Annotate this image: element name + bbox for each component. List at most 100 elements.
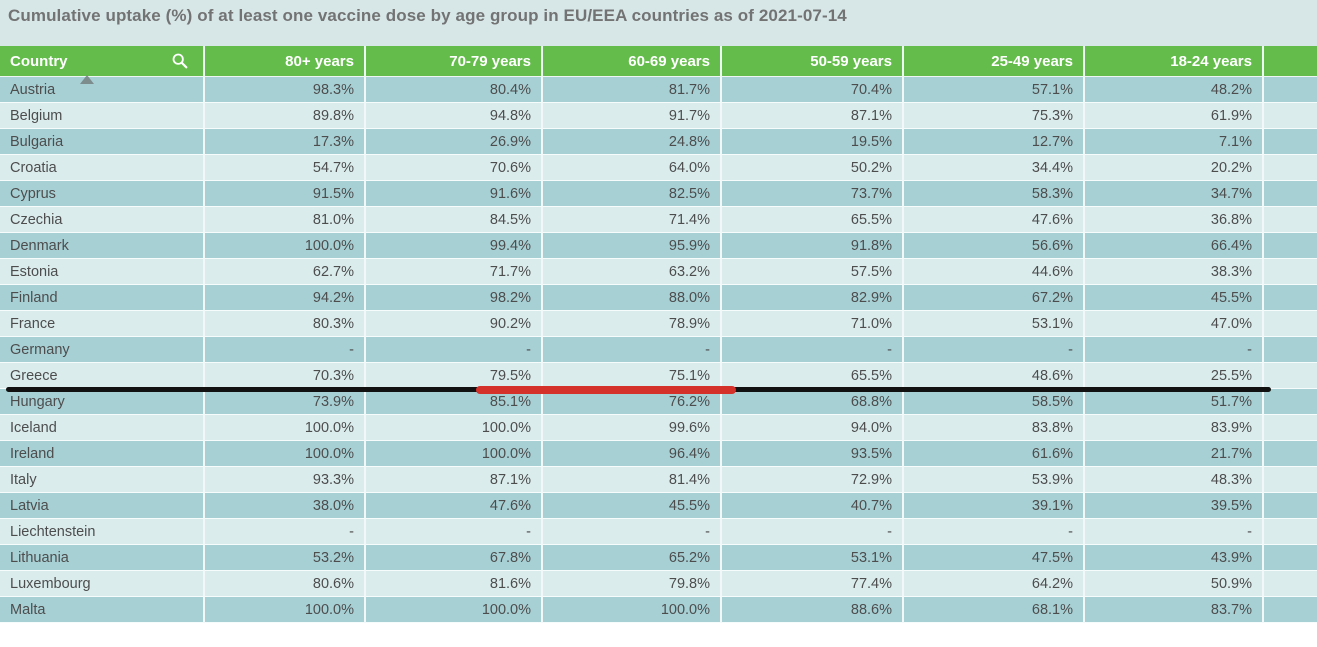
value-cell: 56.6% (904, 233, 1085, 259)
column-header-25-49[interactable]: 25-49 years (904, 46, 1085, 77)
country-cell: Iceland (0, 415, 205, 441)
value-cell: 40.7% (722, 493, 904, 519)
value-cell: 82.5% (543, 181, 722, 207)
value-cell: 47.5% (904, 545, 1085, 571)
value-cell: 100.0% (205, 597, 366, 623)
value-cell: 47.0% (1085, 311, 1264, 337)
country-cell: Estonia (0, 259, 205, 285)
value-cell: 45.5% (543, 493, 722, 519)
table-row: Finland 94.2% 98.2% 88.0% 82.9% 67.2% 45.5% (0, 285, 1317, 311)
country-cell: Cyprus (0, 181, 205, 207)
country-cell: Latvia (0, 493, 205, 519)
value-cell: 54.7% (205, 155, 366, 181)
column-header-80plus[interactable]: 80+ years (205, 46, 366, 77)
value-cell: 100.0% (366, 441, 543, 467)
country-cell: Ireland (0, 441, 205, 467)
value-cell: - (543, 337, 722, 363)
value-cell: 39.5% (1085, 493, 1264, 519)
column-header-70-79[interactable]: 70-79 years (366, 46, 543, 77)
column-header-18-24[interactable]: 18-24 years (1085, 46, 1264, 77)
value-cell: - (543, 519, 722, 545)
empty-cell (1264, 519, 1317, 545)
value-cell: 19.5% (722, 129, 904, 155)
search-icon[interactable] (171, 52, 189, 70)
empty-cell (1264, 363, 1317, 389)
value-cell: 93.3% (205, 467, 366, 493)
value-cell: 51.7% (1085, 389, 1264, 415)
value-cell: 100.0% (366, 597, 543, 623)
value-cell: 58.5% (904, 389, 1085, 415)
empty-cell (1264, 285, 1317, 311)
value-cell: 58.3% (904, 181, 1085, 207)
value-cell: 17.3% (205, 129, 366, 155)
value-cell: 67.2% (904, 285, 1085, 311)
value-cell: 78.9% (543, 311, 722, 337)
country-cell: Italy (0, 467, 205, 493)
value-cell: 68.1% (904, 597, 1085, 623)
value-cell: 65.5% (722, 207, 904, 233)
value-cell: 43.9% (1085, 545, 1264, 571)
value-cell: - (904, 519, 1085, 545)
empty-cell (1264, 103, 1317, 129)
value-cell: 38.0% (205, 493, 366, 519)
value-cell: 99.6% (543, 415, 722, 441)
value-cell: 34.7% (1085, 181, 1264, 207)
value-cell: 45.5% (1085, 285, 1264, 311)
value-cell: 88.6% (722, 597, 904, 623)
value-cell: 20.2% (1085, 155, 1264, 181)
country-cell: Austria (0, 77, 205, 103)
value-cell: 90.2% (366, 311, 543, 337)
value-cell: 38.3% (1085, 259, 1264, 285)
empty-cell (1264, 571, 1317, 597)
value-cell: 80.3% (205, 311, 366, 337)
value-cell: 89.8% (205, 103, 366, 129)
value-cell: 100.0% (366, 415, 543, 441)
value-cell: 64.0% (543, 155, 722, 181)
column-header-country[interactable]: Country (0, 46, 205, 84)
value-cell: 67.8% (366, 545, 543, 571)
vaccine-uptake-table: Country 80+ years 70-79 years 60-69 year… (0, 46, 1317, 623)
sort-ascending-icon (80, 75, 94, 84)
empty-cell (1264, 389, 1317, 415)
value-cell: 70.4% (722, 77, 904, 103)
value-cell: 81.4% (543, 467, 722, 493)
table-row: Germany - - - - - - (0, 337, 1317, 363)
value-cell: 53.1% (722, 545, 904, 571)
empty-cell (1264, 129, 1317, 155)
value-cell: 61.6% (904, 441, 1085, 467)
empty-cell (1264, 155, 1317, 181)
value-cell: 50.9% (1085, 571, 1264, 597)
country-cell: Luxembourg (0, 571, 205, 597)
value-cell: - (366, 337, 543, 363)
table-header-row: Country 80+ years 70-79 years 60-69 year… (0, 46, 1317, 84)
value-cell: 72.9% (722, 467, 904, 493)
table-row: Belgium 89.8% 94.8% 91.7% 87.1% 75.3% 61.9% (0, 103, 1317, 129)
value-cell: 25.5% (1085, 363, 1264, 389)
value-cell: 79.8% (543, 571, 722, 597)
value-cell: 70.6% (366, 155, 543, 181)
country-cell: Denmark (0, 233, 205, 259)
column-header-country-label: Country (10, 52, 68, 70)
value-cell: 71.0% (722, 311, 904, 337)
value-cell: 94.2% (205, 285, 366, 311)
value-cell: 48.3% (1085, 467, 1264, 493)
table-row: Czechia 81.0% 84.5% 71.4% 65.5% 47.6% 36.8% (0, 207, 1317, 233)
column-header-50-59[interactable]: 50-59 years (722, 46, 904, 77)
country-cell: Lithuania (0, 545, 205, 571)
value-cell: 83.7% (1085, 597, 1264, 623)
value-cell: 47.6% (904, 207, 1085, 233)
value-cell: 95.9% (543, 233, 722, 259)
value-cell: 98.3% (205, 77, 366, 103)
empty-cell (1264, 259, 1317, 285)
value-cell: 82.9% (722, 285, 904, 311)
table-row: Italy 93.3% 87.1% 81.4% 72.9% 53.9% 48.3% (0, 467, 1317, 493)
value-cell: 81.0% (205, 207, 366, 233)
table-row: Austria 98.3% 80.4% 81.7% 70.4% 57.1% 48.2% (0, 77, 1317, 103)
value-cell: 75.3% (904, 103, 1085, 129)
value-cell: 100.0% (543, 597, 722, 623)
value-cell: - (722, 519, 904, 545)
column-header-60-69[interactable]: 60-69 years (543, 46, 722, 77)
value-cell: 87.1% (366, 467, 543, 493)
value-cell: 75.1% (543, 363, 722, 389)
country-cell: Bulgaria (0, 129, 205, 155)
